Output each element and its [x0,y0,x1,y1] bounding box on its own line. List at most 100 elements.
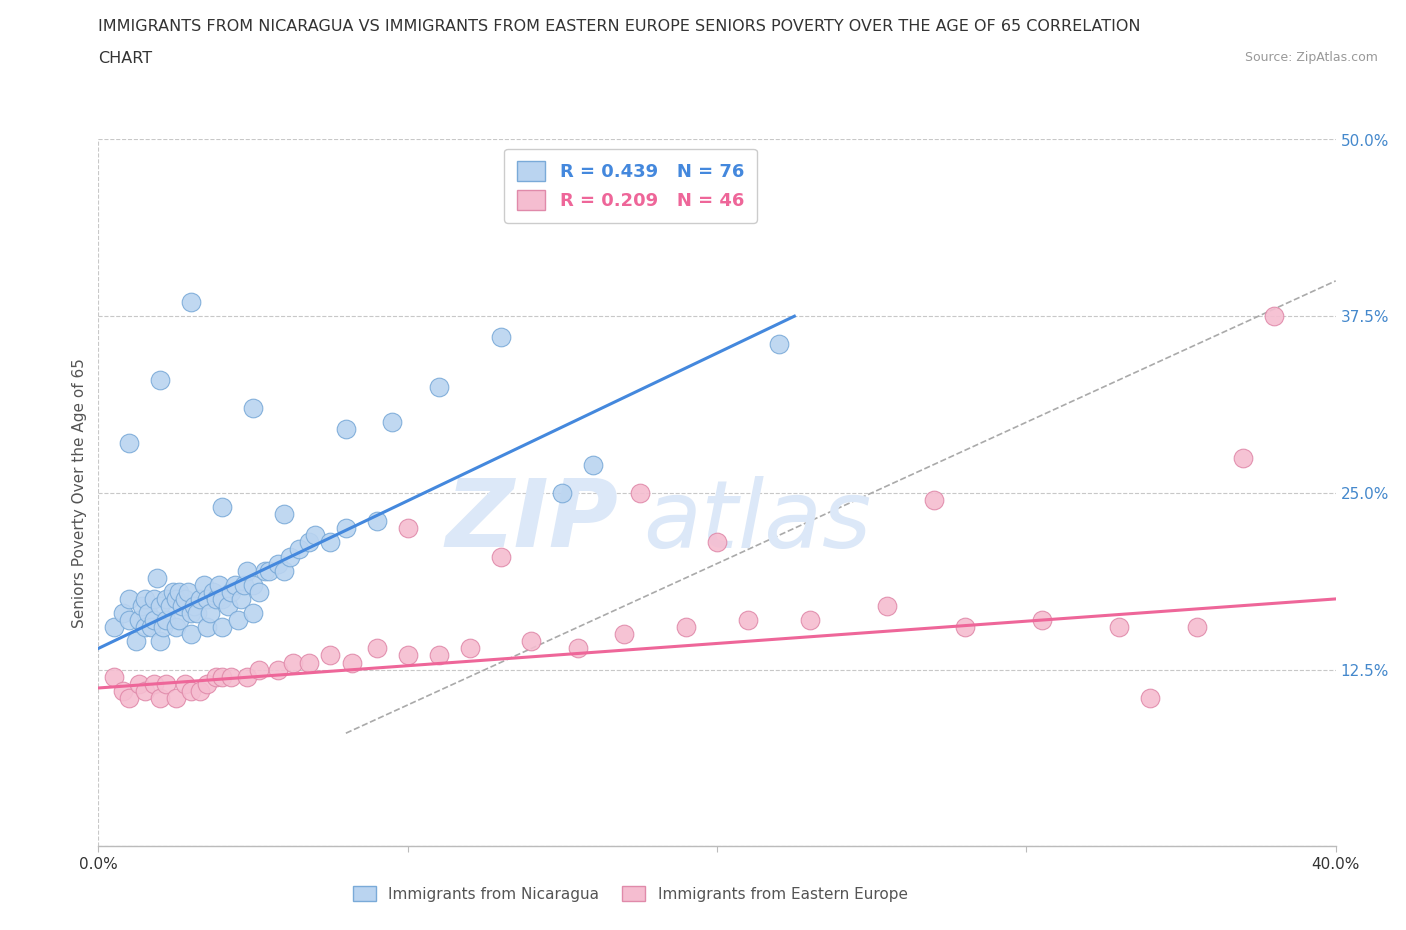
Point [155,676,177,691]
Text: Source: ZipAtlas.com: Source: ZipAtlas.com [1244,51,1378,64]
Point [118,436,141,451]
Point [381,415,404,430]
Point [221,584,243,599]
Point [201,584,224,599]
Point [224,578,246,592]
Point [427,379,450,394]
Legend: Immigrants from Nicaragua, Immigrants from Eastern Europe: Immigrants from Nicaragua, Immigrants fr… [346,878,915,910]
Point [167,613,190,628]
Point [165,619,187,634]
Point [226,613,249,628]
Point [174,591,197,606]
Point [366,641,388,656]
Y-axis label: Seniors Poverty Over the Age of 65: Seniors Poverty Over the Age of 65 [72,358,87,628]
Point [211,499,233,514]
Point [128,613,150,628]
Point [180,627,202,642]
Point [159,599,181,614]
Point [236,564,259,578]
Point [1108,619,1130,634]
Point [211,591,233,606]
Point [146,570,169,585]
Text: ZIP: ZIP [446,475,619,567]
Point [208,578,231,592]
Point [706,535,728,550]
Point [247,584,270,599]
Text: CHART: CHART [98,51,152,66]
Point [1263,309,1285,324]
Point [288,542,311,557]
Point [134,684,156,698]
Point [118,690,141,705]
Point [103,670,125,684]
Point [155,613,177,628]
Point [190,591,212,606]
Point [236,670,259,684]
Point [267,662,290,677]
Point [1139,690,1161,705]
Point [193,578,215,592]
Point [551,485,574,500]
Point [136,605,159,620]
Point [799,613,821,628]
Point [205,670,228,684]
Point [143,591,166,606]
Point [195,676,218,691]
Point [165,591,187,606]
Point [131,599,153,614]
Point [232,578,254,592]
Point [195,619,218,634]
Point [217,599,239,614]
Point [319,648,342,663]
Point [205,591,228,606]
Point [340,655,363,670]
Point [134,619,156,634]
Point [242,605,264,620]
Text: atlas: atlas [643,475,872,566]
Point [118,613,141,628]
Point [155,591,177,606]
Point [143,613,166,628]
Point [1185,619,1208,634]
Point [254,564,277,578]
Point [198,605,221,620]
Point [221,670,243,684]
Point [458,641,481,656]
Point [190,684,212,698]
Point [953,619,976,634]
Point [366,513,388,528]
Point [273,564,295,578]
Point [149,634,172,649]
Point [242,578,264,592]
Point [567,641,589,656]
Point [118,591,141,606]
Point [177,584,200,599]
Point [1031,613,1053,628]
Point [134,591,156,606]
Point [211,670,233,684]
Point [278,549,301,564]
Point [180,605,202,620]
Point [283,655,305,670]
Point [149,690,172,705]
Point [112,684,135,698]
Point [427,648,450,663]
Point [103,619,125,634]
Point [170,599,193,614]
Point [489,549,512,564]
Point [273,507,295,522]
Point [183,599,205,614]
Point [139,619,162,634]
Point [149,599,172,614]
Point [112,605,135,620]
Point [335,521,357,536]
Point [319,535,342,550]
Point [143,676,166,691]
Point [257,564,280,578]
Point [304,528,326,543]
Point [520,634,543,649]
Point [489,330,512,345]
Point [582,458,605,472]
Point [180,684,202,698]
Point [229,591,252,606]
